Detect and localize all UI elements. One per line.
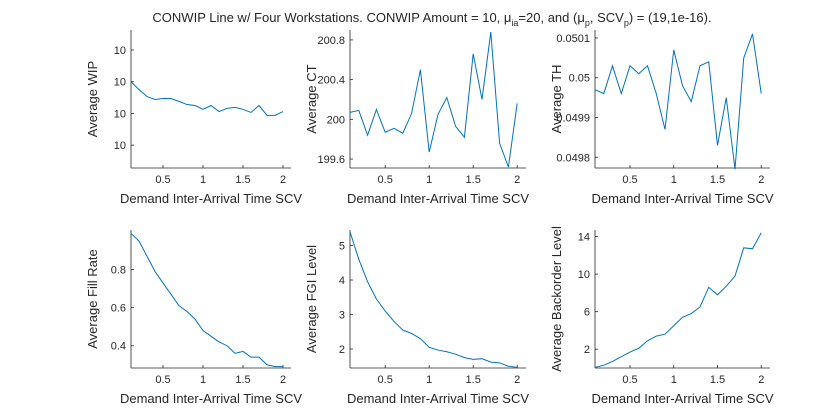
x-tick-label: 1.5	[710, 374, 725, 386]
x-tick-label: 2	[514, 174, 520, 186]
y-tick-label: 200.4	[317, 75, 345, 87]
x-tick-label: 1	[200, 374, 206, 386]
y-axis-label: Average TH	[549, 65, 564, 134]
y-tick-label: 10	[114, 45, 126, 57]
title-text: , SCV	[590, 10, 624, 25]
x-tick-label: 1	[671, 174, 677, 186]
x-tick-label: 1	[671, 374, 677, 386]
y-tick-label: 10	[114, 77, 126, 89]
y-tick-label: 0.6	[111, 303, 126, 315]
y-tick-label: 0.0499	[556, 112, 590, 124]
x-tick-label: 1.5	[235, 174, 250, 186]
y-tick-label: 3	[339, 310, 345, 322]
y-tick-label: 4	[339, 275, 345, 287]
title-subscript: p	[624, 18, 629, 28]
x-tick-label: 1	[426, 174, 432, 186]
y-tick-label: 10	[114, 140, 126, 152]
data-line	[349, 231, 518, 368]
y-axis-label: Average CT	[304, 64, 319, 133]
x-tick-label: 2	[280, 174, 286, 186]
y-tick-label: 2	[339, 344, 345, 356]
data-line	[349, 31, 518, 168]
figure-title: CONWIP Line w/ Four Workstations. CONWIP…	[152, 10, 711, 28]
title-subscript: ia	[511, 18, 518, 28]
x-tick-label: 0.5	[622, 374, 637, 386]
y-tick-label: 10	[114, 108, 126, 120]
title-text: =20, and (μ	[518, 10, 584, 25]
y-tick-label: 0.8	[111, 265, 126, 277]
x-tick-label: 0.5	[378, 174, 393, 186]
y-tick-label: 0.0498	[556, 152, 590, 164]
y-tick-label: 2	[584, 344, 590, 356]
x-tick-label: 1.5	[235, 374, 250, 386]
title-subscript: p	[585, 18, 590, 28]
y-tick-label: 199.6	[317, 154, 345, 166]
y-tick-label: 0.05	[569, 73, 590, 85]
y-axis-label: Average Backorder Level	[549, 226, 564, 372]
x-axis-label: Demand Inter-Arrival Time SCV	[120, 191, 302, 206]
y-tick-label: 14	[578, 232, 590, 244]
x-tick-label: 1.5	[710, 174, 725, 186]
x-tick-label: 1.5	[466, 374, 481, 386]
x-axis-label: Demand Inter-Arrival Time SCV	[347, 391, 529, 406]
x-tick-label: 0.5	[155, 374, 170, 386]
x-axis-label: Demand Inter-Arrival Time SCV	[347, 191, 529, 206]
y-axis-label: Average WIP	[85, 61, 100, 137]
x-axis-label: Demand Inter-Arrival Time SCV	[591, 191, 773, 206]
x-tick-label: 0.5	[155, 174, 170, 186]
data-line	[594, 232, 762, 369]
title-text: CONWIP Line w/ Four Workstations. CONWIP…	[152, 10, 511, 25]
x-tick-label: 1	[200, 174, 206, 186]
y-tick-label: 10	[578, 269, 590, 281]
data-line	[594, 33, 762, 170]
y-tick-label: 200.8	[317, 35, 345, 47]
data-line	[130, 81, 284, 116]
y-tick-label: 6	[584, 307, 590, 319]
x-tick-label: 2	[758, 174, 764, 186]
x-tick-label: 1.5	[466, 174, 481, 186]
x-axis-label: Demand Inter-Arrival Time SCV	[120, 391, 302, 406]
x-axis-label: Demand Inter-Arrival Time SCV	[591, 391, 773, 406]
y-tick-label: 0.4	[111, 341, 126, 353]
x-tick-label: 2	[758, 374, 764, 386]
y-axis-label: Average FGI Level	[304, 245, 319, 353]
y-tick-label: 5	[339, 241, 345, 253]
data-line	[130, 233, 283, 368]
x-tick-label: 2	[514, 374, 520, 386]
y-axis-label: Average Fill Rate	[85, 249, 100, 348]
x-tick-label: 0.5	[622, 174, 637, 186]
title-text: ) = (19,1e-16).	[629, 10, 712, 25]
x-tick-label: 2	[280, 374, 286, 386]
x-tick-label: 0.5	[378, 374, 393, 386]
y-tick-label: 200	[327, 114, 345, 126]
y-tick-label: 0.0501	[556, 33, 590, 45]
x-tick-label: 1	[426, 374, 432, 386]
